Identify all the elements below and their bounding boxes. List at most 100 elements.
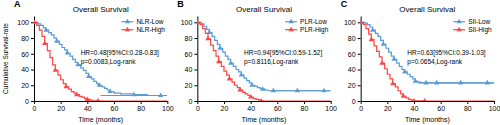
panel: 020406080100020406080100Overall Survival… [2, 0, 174, 124]
y-tick-label: 60 [348, 51, 356, 58]
y-tick-mark [358, 38, 361, 39]
y-tick: 100 [181, 19, 198, 26]
y-tick-mark [358, 22, 361, 23]
tail-line [259, 100, 331, 101]
y-tick: 0 [25, 98, 34, 105]
x-tick-label: 20 [384, 105, 392, 112]
panel-label: B [177, 0, 184, 9]
marker [63, 84, 68, 89]
x-tick: 0 [196, 101, 200, 112]
y-axis-line [197, 17, 198, 102]
y-tick: 80 [348, 35, 361, 42]
marker [381, 41, 386, 46]
x-tick: 80 [137, 101, 145, 112]
y-axis: 020406080100 [181, 17, 198, 105]
y-tick-label: 40 [348, 66, 356, 73]
y-tick-mark [358, 70, 361, 71]
marker [85, 96, 90, 101]
marker [34, 19, 37, 24]
x-tick: 100 [489, 101, 500, 112]
x-tick-label: 80 [301, 105, 309, 112]
legend: NLR-LowNLR-High [121, 18, 165, 34]
x-tick-label: 40 [84, 105, 92, 112]
annotation-line: p=0.0654,Log-rank [407, 58, 463, 66]
marker [361, 19, 364, 24]
panel: 020406080100020406080100Overall Survival… [177, 0, 337, 124]
x-tick: 60 [437, 101, 445, 112]
marker [74, 92, 79, 97]
legend-marker [457, 19, 462, 24]
x-tick-label: 0 [359, 105, 363, 112]
x-tick-label: 80 [464, 105, 472, 112]
marker [197, 19, 200, 24]
legend-item: PLR-High [285, 26, 329, 34]
x-tick: 20 [221, 101, 229, 112]
y-tick-label: 0 [25, 98, 29, 105]
annotation-line: p=0.0083,Log-rank [81, 58, 137, 66]
tail-line [271, 90, 331, 91]
y-tick-label: 20 [185, 82, 193, 89]
x-tick: 0 [33, 101, 37, 112]
tail-line [101, 95, 168, 96]
x-tick-mark [467, 101, 468, 104]
y-tick-mark [358, 54, 361, 55]
marker [413, 78, 418, 83]
y-tick: 0 [352, 98, 361, 105]
annotation-line: HR=0.94[95%CI:0.59-1.52] [244, 49, 322, 57]
legend-marker [125, 19, 130, 24]
y-tick-label: 0 [188, 98, 192, 105]
y-tick: 60 [185, 51, 198, 58]
x-axis: 020406080100 [359, 101, 500, 112]
legend: PLR-LowPLR-High [285, 18, 329, 34]
legend-item: SII-Low [453, 18, 490, 25]
y-tick-mark [194, 22, 197, 23]
y-tick: 60 [21, 51, 34, 58]
x-axis-title: Time (months) [242, 116, 287, 124]
legend-marker [288, 19, 293, 24]
marker [217, 45, 222, 50]
y-tick-mark [194, 54, 197, 55]
x-tick-label: 100 [325, 105, 337, 112]
y-tick: 100 [17, 19, 34, 26]
x-tick-label: 0 [33, 105, 37, 112]
y-tick-label: 100 [17, 19, 29, 26]
x-tick-mark [277, 101, 278, 104]
marker [434, 80, 439, 85]
y-tick-label: 100 [181, 19, 193, 26]
x-tick-label: 0 [196, 105, 200, 112]
x-tick: 60 [111, 101, 119, 112]
legend-label: NLR-High [136, 26, 165, 34]
y-tick: 60 [348, 51, 361, 58]
marker [239, 72, 244, 77]
y-tick-mark [194, 70, 197, 71]
legend-marker [288, 27, 293, 32]
marker [227, 76, 232, 81]
marker [205, 36, 210, 41]
legend-item: SII-High [453, 26, 492, 34]
marker [42, 41, 47, 46]
x-axis-line [198, 101, 331, 102]
legend: SII-LowSII-High [453, 18, 492, 34]
marker [485, 80, 490, 85]
legend-item: PLR-Low [285, 18, 327, 25]
y-tick-mark [31, 70, 34, 71]
y-tick-label: 40 [185, 66, 193, 73]
marker [249, 82, 254, 87]
marker [97, 82, 102, 87]
x-tick-label: 60 [111, 105, 119, 112]
x-tick-mark [441, 101, 442, 104]
y-tick-label: 60 [21, 51, 29, 58]
y-tick-mark [358, 101, 361, 102]
marker [53, 67, 58, 72]
x-axis-line [361, 101, 494, 102]
y-tick-label: 60 [185, 51, 193, 58]
x-tick-label: 100 [489, 105, 500, 112]
x-tick: 100 [325, 101, 337, 112]
x-tick-mark [304, 101, 305, 104]
plot-area [361, 19, 494, 101]
x-tick-mark [167, 101, 168, 104]
y-tick-label: 20 [21, 82, 29, 89]
marker [43, 27, 48, 32]
annotation-line: HR=0.63[95%CI:0.39-1.03] [407, 49, 485, 57]
tail-line [411, 100, 494, 101]
